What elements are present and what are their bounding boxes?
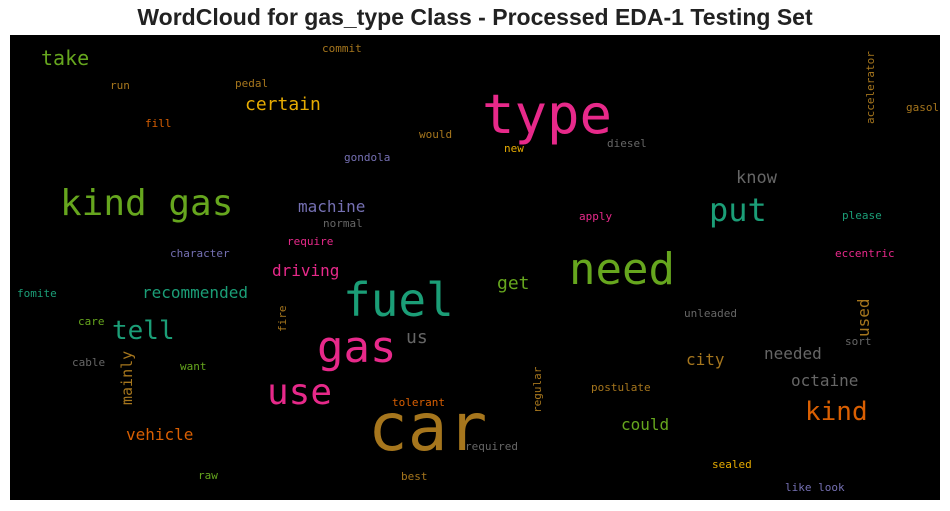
- word-put: put: [709, 191, 767, 229]
- word-run: run: [110, 79, 130, 92]
- word-could: could: [621, 415, 669, 434]
- word-accelerator: accelerator: [864, 51, 877, 124]
- word-needed: needed: [764, 344, 822, 363]
- word-car: car: [368, 389, 487, 466]
- word-apply: apply: [579, 210, 612, 223]
- word-machine: machine: [298, 197, 365, 216]
- word-eccentric: eccentric: [835, 247, 895, 260]
- word-tell: tell: [112, 316, 175, 346]
- word-kind: kind: [805, 397, 868, 427]
- word-commit: commit: [322, 42, 362, 55]
- word-regular: regular: [531, 366, 544, 413]
- word-fuel: fuel: [343, 273, 454, 327]
- word-unleaded: unleaded: [684, 307, 737, 320]
- chart-title: WordCloud for gas_type Class - Processed…: [137, 4, 813, 30]
- word-character: character: [170, 247, 230, 260]
- word-us: us: [406, 327, 428, 348]
- word-mainly: mainly: [118, 351, 136, 405]
- word-sealed: sealed: [712, 458, 752, 471]
- word-would: would: [419, 128, 452, 141]
- word-recommended: recommended: [142, 283, 248, 302]
- word-octaine: octaine: [791, 371, 858, 390]
- word-want: want: [180, 360, 207, 373]
- word-required: required: [465, 440, 518, 453]
- word-best: best: [401, 470, 428, 483]
- word-know: know: [736, 168, 778, 188]
- word-pedal: pedal: [235, 77, 268, 90]
- word-kind-gas: kind gas: [60, 183, 233, 224]
- word-type: type: [482, 83, 612, 146]
- wordcloud-svg: car type fuel need gas kind gas use put tell kind…: [17, 42, 940, 494]
- word-gondola: gondola: [344, 151, 390, 164]
- word-need: need: [569, 244, 675, 295]
- word-take: take: [41, 46, 89, 70]
- word-get: get: [497, 273, 530, 294]
- word-fill: fill: [145, 117, 172, 130]
- word-driving: driving: [272, 261, 339, 280]
- word-like-look: like look: [785, 481, 845, 494]
- word-gas: gas: [317, 322, 396, 373]
- word-cable: cable: [72, 356, 105, 369]
- word-fomite: fomite: [17, 287, 57, 300]
- word-care: care: [78, 315, 105, 328]
- word-city: city: [686, 350, 725, 369]
- word-certain: certain: [245, 94, 321, 115]
- word-postulate: postulate: [591, 381, 651, 394]
- word-fire: fire: [276, 306, 289, 333]
- word-raw: raw: [198, 469, 218, 482]
- word-tolerant: tolerant: [392, 396, 445, 409]
- word-new: new: [504, 142, 524, 155]
- word-gasoline: gasoline: [906, 101, 940, 114]
- word-sort: sort: [845, 335, 872, 348]
- word-used: used: [854, 298, 873, 337]
- word-diesel: diesel: [607, 137, 647, 150]
- word-require: require: [287, 235, 333, 248]
- word-vehicle: vehicle: [126, 425, 193, 444]
- wordcloud-canvas: car type fuel need gas kind gas use put tell kind…: [10, 35, 940, 500]
- word-please: please: [842, 209, 882, 222]
- word-use: use: [267, 372, 332, 413]
- word-normal: normal: [323, 217, 363, 230]
